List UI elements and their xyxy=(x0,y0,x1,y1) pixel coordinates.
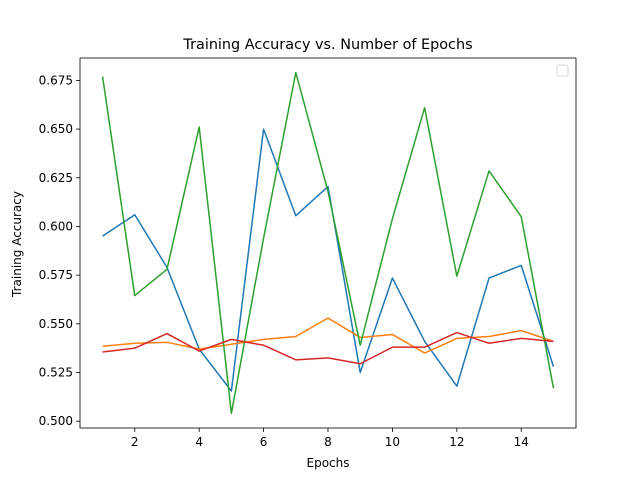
chart-title: Training Accuracy vs. Number of Epochs xyxy=(182,37,472,53)
y-tick-label: 0.500 xyxy=(39,414,73,428)
y-axis-label: Training Accuracy xyxy=(10,191,24,298)
axis-ticks: 2 4 6 8 10 12 14 0.500 0.525 0.550 0.575 0.600 0.625… xyxy=(39,73,529,449)
x-tick-label: 10 xyxy=(385,435,400,449)
y-tick-label: 0.525 xyxy=(39,366,73,380)
y-tick-label: 0.675 xyxy=(39,73,73,87)
y-tick-label: 0.625 xyxy=(39,171,73,185)
x-tick-label: 6 xyxy=(260,435,268,449)
plot-frame xyxy=(79,57,577,429)
series-lines xyxy=(101,71,555,415)
y-tick-label: 0.650 xyxy=(39,122,73,136)
x-tick-label: 14 xyxy=(514,435,529,449)
series-line-1 xyxy=(102,128,555,392)
y-tick-label: 0.575 xyxy=(39,268,73,282)
x-tick-label: 4 xyxy=(195,435,203,449)
y-tick-label: 0.550 xyxy=(39,317,73,331)
x-tick-label: 2 xyxy=(131,435,139,449)
x-tick-label: 12 xyxy=(449,435,464,449)
y-tick-label: 0.600 xyxy=(39,219,73,233)
x-axis-label: Epochs xyxy=(307,456,350,470)
series-line-4 xyxy=(102,331,554,365)
legend-box xyxy=(556,64,569,77)
series-line-2 xyxy=(102,317,554,354)
x-tick-label: 8 xyxy=(324,435,332,449)
series-line-3 xyxy=(101,71,555,415)
